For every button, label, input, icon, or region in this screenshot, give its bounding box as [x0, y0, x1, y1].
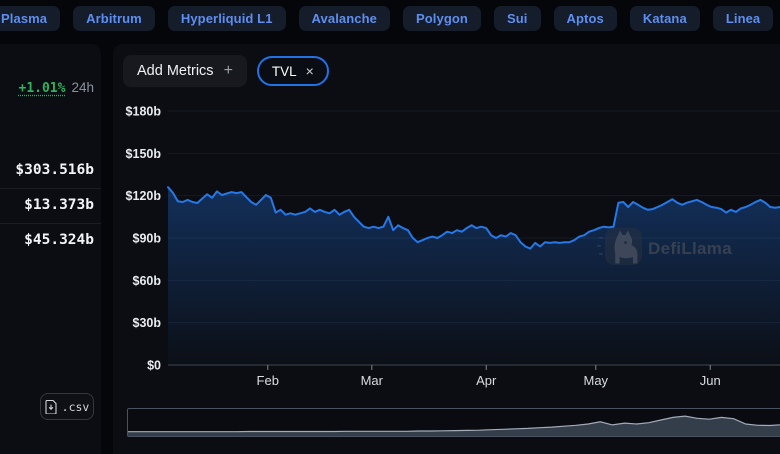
tvl-area-fill — [168, 187, 780, 365]
chain-tab-plasma[interactable]: Plasma — [0, 5, 61, 31]
chain-tab-hyperliquid-l1[interactable]: Hyperliquid L1 — [167, 5, 286, 31]
x-axis-label: Jun — [700, 373, 721, 388]
chain-tab-bar: Plasma Arbitrum Hyperliquid L1 Avalanche Pol… — [0, 0, 780, 36]
stat-value: $45.324b — [24, 232, 94, 248]
chain-tab-katana[interactable]: Katana — [629, 5, 700, 31]
x-axis-label: Mar — [361, 373, 384, 388]
tvl-area-chart[interactable]: $0 $30b $60b $90b $120b $150b $180b Feb Mar Apr Ma… — [113, 104, 780, 444]
chain-tab-aptos[interactable]: Aptos — [553, 5, 617, 31]
csv-button-label: .csv — [61, 399, 90, 414]
x-axis-label: Feb — [257, 373, 279, 388]
metric-pill-label: TVL — [271, 63, 297, 79]
y-axis-label: $90b — [133, 232, 162, 246]
y-axis-label: $180b — [126, 105, 162, 119]
add-metrics-label: Add Metrics — [137, 63, 214, 79]
y-axis-label: $120b — [126, 189, 162, 203]
tvl-line — [167, 186, 780, 250]
add-metrics-button[interactable]: Add Metrics + — [123, 55, 247, 87]
stat-value: $13.373b — [24, 197, 94, 213]
stats-sidebar: +1.01% 24h $303.516b $13.373b $45.324b .cs… — [0, 44, 101, 454]
x-axis-label: May — [584, 373, 609, 388]
stat-value: $303.516b — [15, 162, 94, 178]
metric-pill-tvl[interactable]: TVL × — [256, 56, 329, 86]
csv-file-icon — [45, 399, 57, 414]
chain-tab-linea[interactable]: Linea — [712, 5, 774, 31]
y-axis-label: $0 — [147, 359, 161, 373]
chain-tab-avalanche[interactable]: Avalanche — [298, 5, 390, 31]
brush-line — [128, 415, 780, 433]
watermark-text: DefiLlama — [648, 239, 732, 258]
timeline-brush-chart[interactable] — [128, 409, 780, 436]
tvl-change-row: +1.01% 24h — [19, 80, 95, 96]
llama-icon — [597, 230, 638, 264]
y-axis-label: $60b — [133, 274, 162, 288]
plus-icon: + — [223, 62, 233, 79]
download-csv-button[interactable]: .csv — [40, 393, 94, 420]
stat-row-0[interactable]: $303.516b — [0, 154, 101, 189]
defillama-watermark: DefiLlama — [597, 228, 732, 265]
x-axis-label: Apr — [476, 373, 497, 388]
chain-tab-sui[interactable]: Sui — [493, 5, 541, 31]
stat-row-1[interactable]: $13.373b — [0, 189, 101, 224]
chart-panel: Add Metrics + TVL × $0 $30b $60b $90b $120b $… — [113, 44, 780, 454]
chart-header: Add Metrics + TVL × — [123, 55, 329, 87]
chain-tab-polygon[interactable]: Polygon — [403, 5, 481, 31]
close-icon[interactable]: × — [305, 63, 314, 79]
stat-row-2[interactable]: $45.324b — [0, 224, 101, 258]
y-axis-label: $30b — [133, 316, 162, 330]
tvl-stats-list: $303.516b $13.373b $45.324b — [0, 154, 101, 258]
y-axis-label: $150b — [126, 147, 162, 161]
brush-area-fill — [128, 416, 780, 436]
tvl-change-value[interactable]: +1.01% — [18, 81, 66, 96]
chain-tab-arbitrum[interactable]: Arbitrum — [73, 5, 155, 31]
timeline-brush[interactable] — [127, 408, 780, 437]
tvl-change-period: 24h — [71, 80, 94, 95]
